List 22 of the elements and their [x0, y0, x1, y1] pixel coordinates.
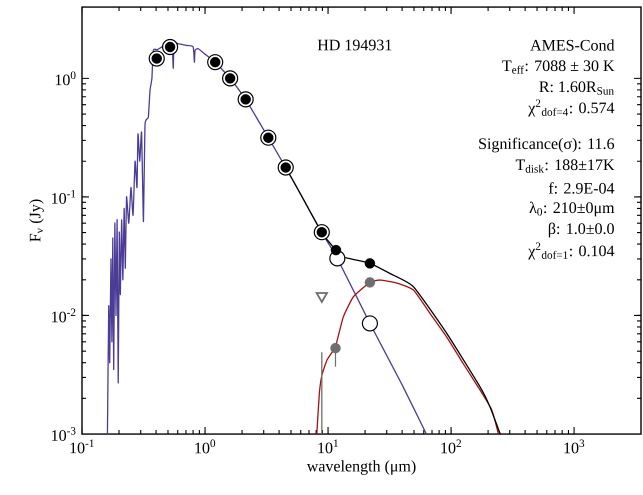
annotation: AMES-Cond	[530, 39, 614, 51]
y-tick-label: 10$^{-1}$	[52, 190, 76, 204]
annotation: f: 2.9E-04	[548, 182, 614, 194]
annotation: β: 1.0±0.0	[548, 222, 614, 238]
x-tick-label: 10$^{-1}$	[70, 440, 94, 454]
y-tick-label: 10$^{-3}$	[52, 427, 76, 441]
x-tick-label: 10$^{3}$	[564, 440, 584, 454]
annotation: T$_{disk}$: 188±17K	[516, 159, 614, 173]
y-tick-label: 10$^{0}$	[56, 71, 76, 86]
annotation: χ$^{2}$$_{dof=1}$: 0.104	[528, 242, 614, 260]
x-axis-title: wavelength (μm)	[306, 460, 416, 475]
annotation: λ$_{0}$: 210±0μm	[530, 202, 614, 216]
x-tick-label: 10$^{1}$	[318, 440, 338, 454]
y-tick-label: 10$^{-2}$	[52, 308, 76, 322]
annotation: Significance(σ): 11.6	[479, 138, 614, 152]
annotation: R: 1.60R$_{Sun}$	[539, 81, 614, 95]
annotation: T$_{eff}$: 7088 ± 30 K	[502, 60, 614, 74]
x-tick-label: 10$^{0}$	[195, 440, 216, 454]
annotation: χ$^{2}$$_{dof=4}$: 0.574	[528, 99, 614, 117]
y-axis-title: F$_{ν}$ (Jy)	[29, 200, 44, 242]
annotation: HD 194931	[318, 40, 392, 50]
x-tick-label: 10$^{2}$	[441, 440, 461, 454]
